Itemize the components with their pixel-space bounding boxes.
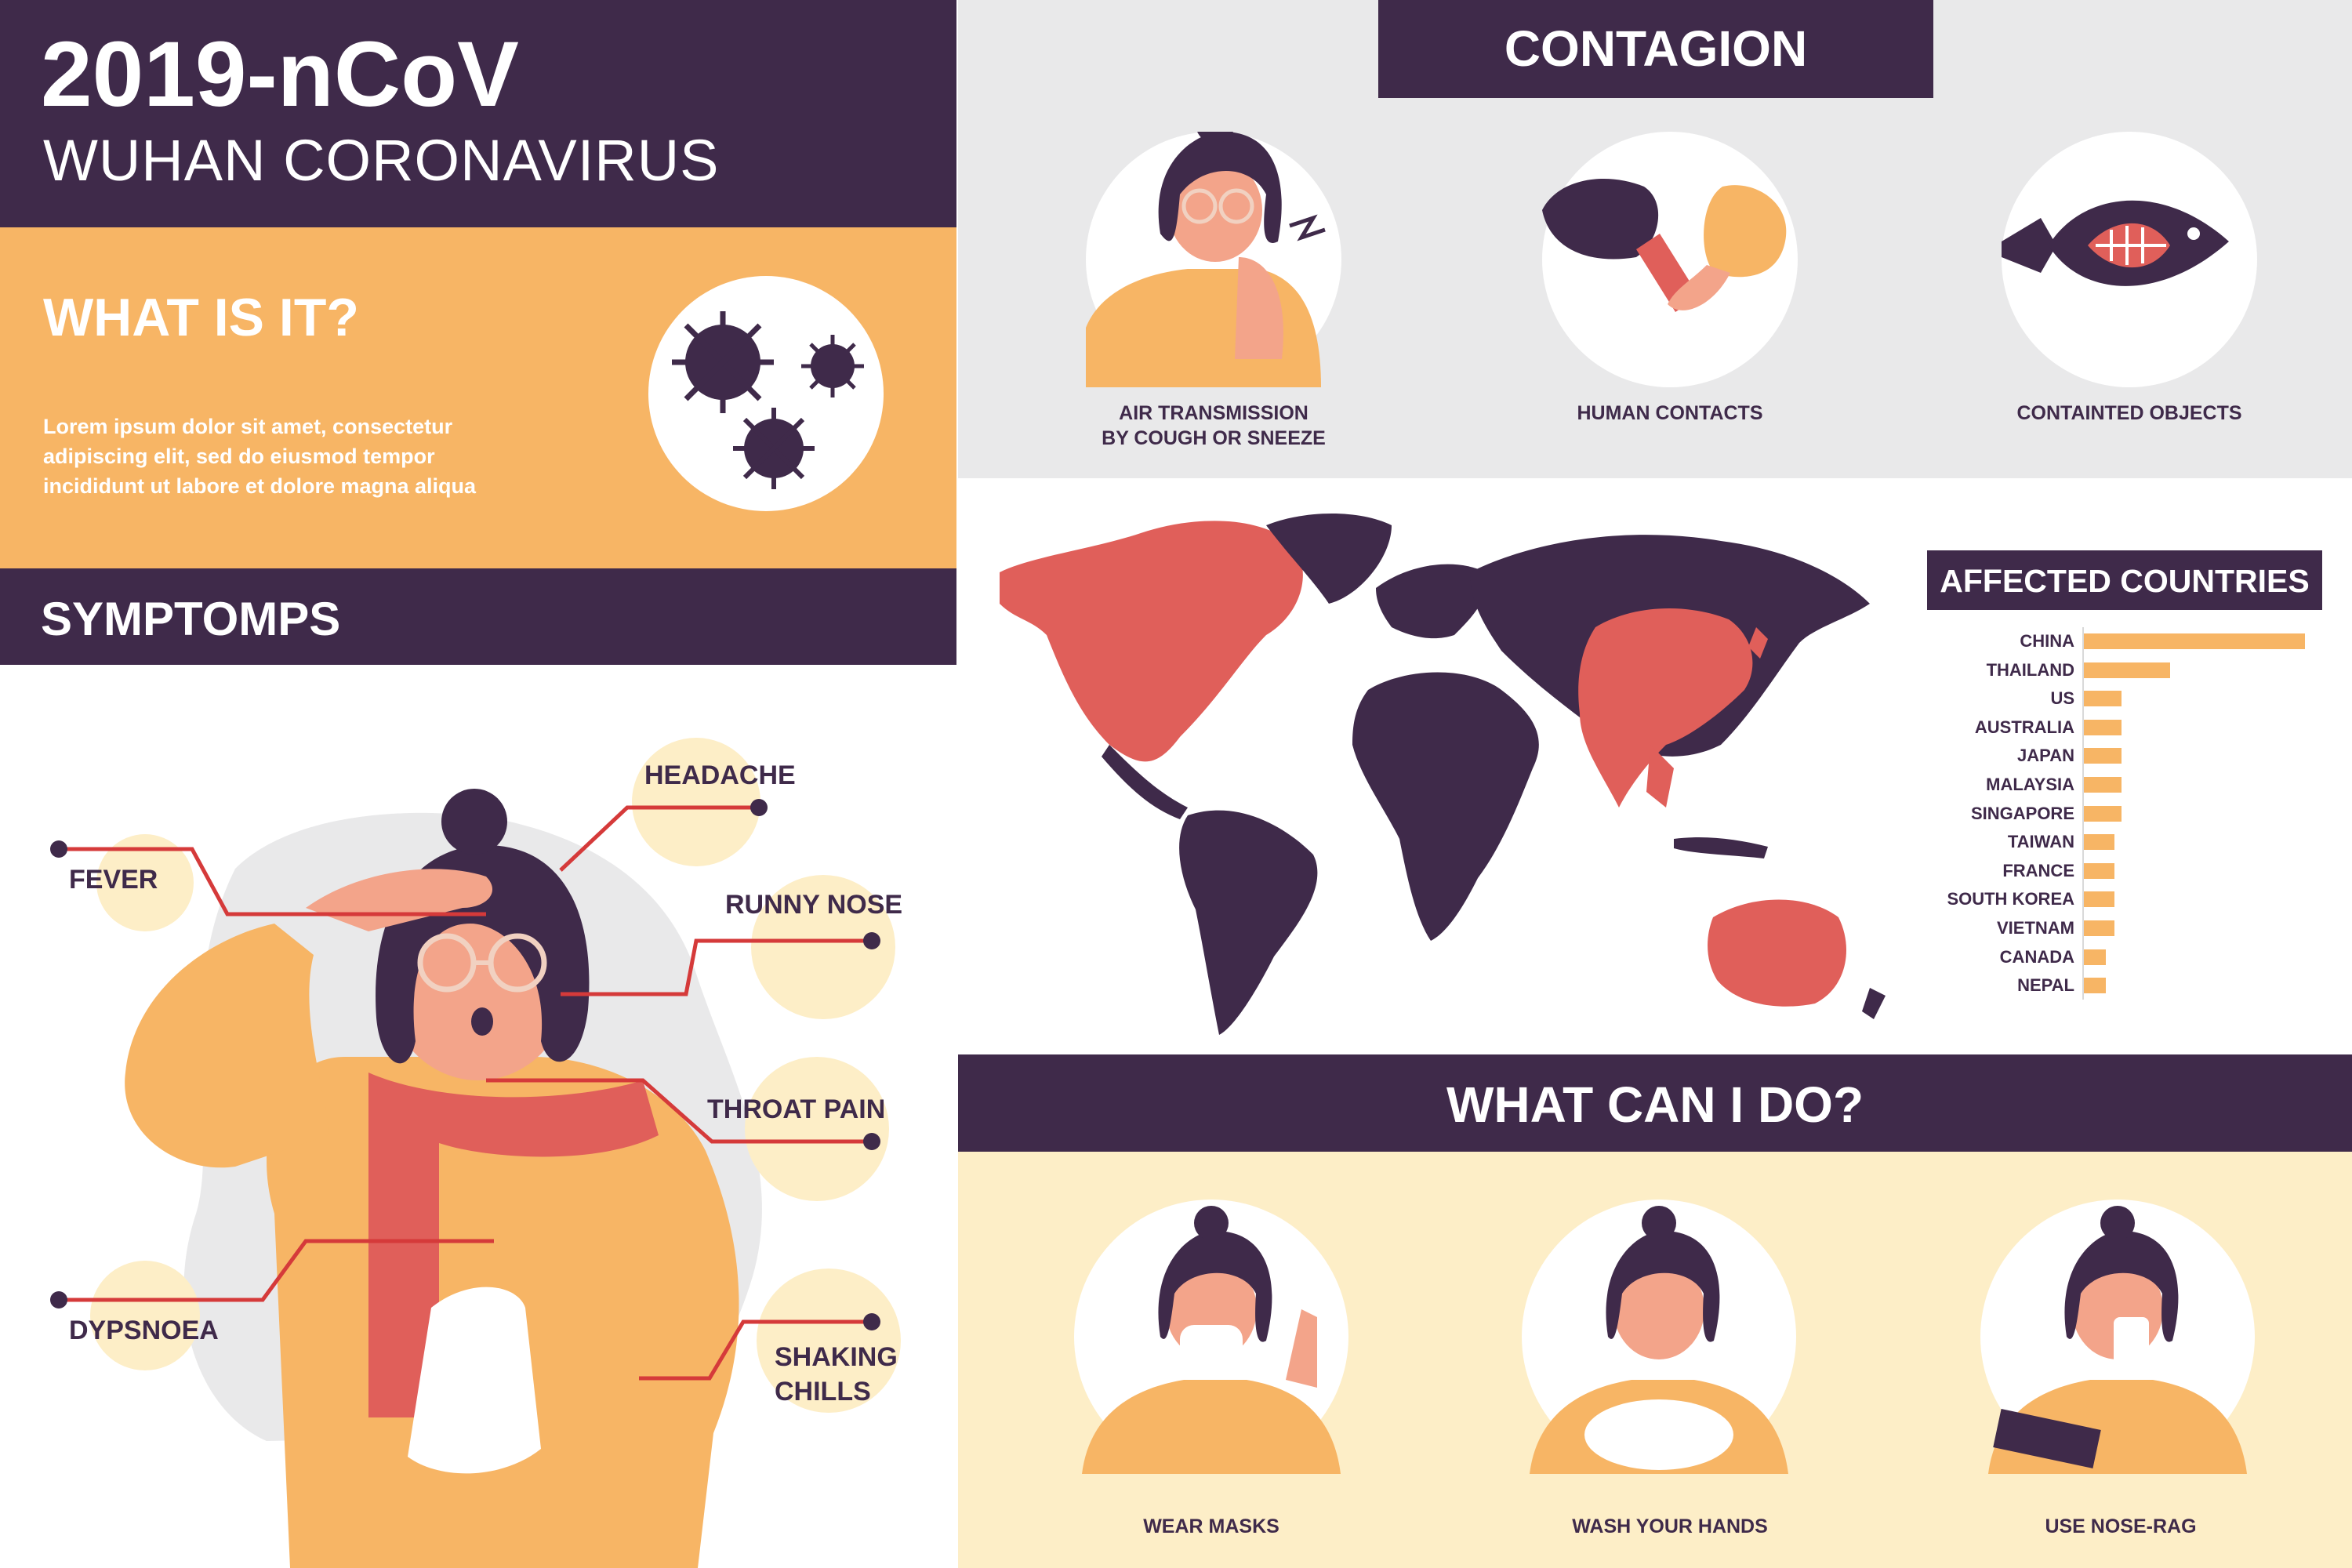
mask-person-icon [1082,1206,1341,1474]
chart-axis [2082,627,2084,1000]
what-can-i-do-banner: WHAT CAN I DO? [958,1054,2352,1152]
bar-label-nepal: NEPAL [2017,975,2074,996]
bar-label-thailand: THAILAND [1986,659,2074,680]
washing-hands-icon [1530,1206,1788,1474]
bar-china [2084,633,2305,649]
bar-south-korea [2084,891,2115,908]
contagion-label-human-contacts: HUMAN CONTACTS [1577,402,1763,424]
symptom-throat-pain: THROAT PAIN [707,1094,886,1124]
bar-label-china: CHINA [2020,631,2074,651]
bar-label-taiwan: TAIWAN [2007,832,2074,852]
bar-thailand [2084,662,2170,678]
bar-label-singapore: SINGAPORE [1970,803,2074,823]
bar-france [2084,862,2115,879]
nose-rag-circle [1980,1200,2255,1474]
page-title: 2019-nCoV [41,23,519,126]
what-is-it-body-line-1: Lorem ipsum dolor sit amet, consectetur [43,415,453,438]
contagion-label-air-line-2: BY COUGH OR SNEEZE [1102,427,1326,449]
bar-label-canada: CANADA [1999,946,2074,967]
affected-countries-chart: CHINA THAILAND US AUSTRALIA JAPAN MALAYSIA SIN… [1913,627,2336,1004]
what-is-it-body-line-3: incididunt ut labore et dolore magna ali… [43,474,477,498]
bar-singapore [2084,805,2122,822]
wear-masks-circle [1074,1200,1348,1474]
page-subtitle: WUHAN CORONAVIRUS [43,128,720,193]
bar-taiwan [2084,834,2115,851]
bar-australia [2084,719,2122,735]
bar-us [2084,691,2122,707]
air-transmission-circle [1086,104,1341,387]
bar-label-japan: JAPAN [2017,746,2074,766]
bar-label-malaysia: MALAYSIA [1986,775,2074,794]
cough-person-icon [1086,104,1326,387]
fish-icon [2002,200,2229,286]
symptoms-heading: SYMPTOMPS [41,593,341,645]
bar-nepal [2084,978,2107,994]
symptom-fever: FEVER [69,865,158,895]
contaminated-objects-circle [2002,132,2257,387]
action-label-wear-masks: WEAR MASKS [1143,1515,1279,1537]
bar-label-australia: AUSTRALIA [1974,717,2074,737]
bar-vietnam [2084,920,2115,936]
contagion-heading: CONTAGION [1504,20,1808,77]
what-is-it-panel: WHAT IS IT? Lorem ipsum dolor sit amet, … [0,227,956,568]
handshake-icon [1542,179,1787,312]
nose-rag-person-icon [1988,1206,2247,1474]
what-can-i-do-heading: WHAT CAN I DO? [1446,1076,1864,1133]
bar-label-south-korea: SOUTH KOREA [1947,889,2074,909]
virus-icon [672,311,864,489]
virus-circle [648,276,884,511]
bar-japan [2084,748,2122,764]
action-label-wash-hands: WASH YOUR HANDS [1572,1515,1768,1537]
action-label-use-nose-rag: USE NOSE-RAG [2045,1515,2197,1537]
affected-countries-banner: AFFECTED COUNTRIES [1927,550,2322,610]
human-contacts-circle [1542,132,1798,387]
contagion-banner: CONTAGION [1378,0,1933,98]
title-banner: 2019-nCoV WUHAN CORONAVIRUS [0,0,956,227]
what-is-it-body-line-2: adipiscing elit, sed do eiusmod tempor [43,445,435,468]
bar-label-us: US [2050,688,2074,709]
symptom-dypsnoea: DYPSNOEA [69,1316,219,1345]
symptom-runny-nose: RUNNY NOSE [725,890,903,920]
bar-canada [2084,949,2107,965]
bar-label-france: FRANCE [2002,860,2074,880]
symptoms-illustration [50,738,901,1568]
bar-label-vietnam: VIETNAM [1997,918,2074,938]
symptoms-banner: SYMPTOMPS [0,568,956,665]
contagion-label-contaminated-objects: CONTAINTED OBJECTS [2016,402,2242,424]
symptom-headache: HEADACHE [644,760,796,790]
wash-hands-circle [1522,1200,1796,1474]
what-is-it-heading: WHAT IS IT? [43,288,359,347]
symptom-shaking-chills-line-2: CHILLS [775,1377,871,1406]
world-map [1000,514,1886,1035]
contagion-label-air-line-1: AIR TRANSMISSION [1119,402,1308,424]
symptom-shaking-chills-line-1: SHAKING [775,1342,898,1372]
affected-countries-heading: AFFECTED COUNTRIES [1940,563,2310,599]
bar-malaysia [2084,777,2122,793]
